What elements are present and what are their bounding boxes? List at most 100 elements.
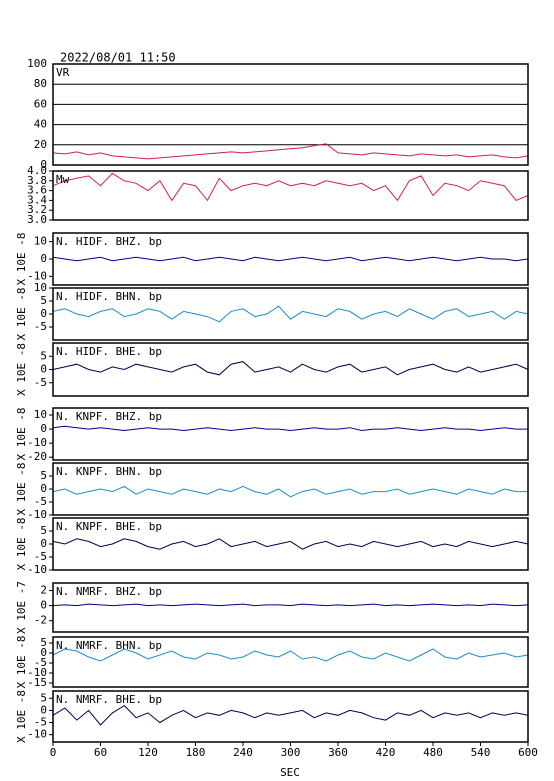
x-axis-label: SEC (280, 766, 300, 779)
series-line (52, 256, 529, 262)
y-tick-label: -5 (34, 716, 47, 729)
panel-frame (52, 287, 529, 341)
y-tick-label: 4.0 (27, 164, 47, 177)
y-tick-label: 0 (40, 252, 47, 265)
y-tick-label: 40 (34, 118, 47, 131)
panel-label: N. HIDF. BHN. bp (56, 290, 162, 303)
y-axis-label: X 10E -8 (15, 288, 28, 341)
y-tick-label: -15 (27, 676, 47, 689)
y-tick-label: -5 (34, 495, 47, 508)
x-tick-label: 300 (281, 746, 301, 759)
y-tick-label: 3.4 (27, 193, 47, 206)
series-line (52, 538, 529, 550)
series-line (52, 361, 529, 376)
x-tick-label: 480 (423, 746, 443, 759)
y-tick-label: -2 (34, 614, 47, 627)
panel-frame (52, 407, 529, 461)
y-tick-label: 80 (34, 77, 47, 90)
y-tick-label: 10 (34, 281, 47, 294)
panel-label: N. NMRF. BHN. bp (56, 639, 162, 652)
y-tick-label: -5 (34, 376, 47, 389)
y-tick-label: 3.8 (27, 174, 47, 187)
panel-label: N. KNPF. BHE. bp (56, 520, 162, 533)
x-tick-label: 420 (376, 746, 396, 759)
y-tick-label: 0 (40, 703, 47, 716)
panel-label: N. HIDF. BHE. bp (56, 345, 162, 358)
y-axis-label: X 10E -7 (15, 581, 28, 634)
y-tick-label: 3.0 (27, 213, 47, 226)
y-tick-label: -10 (27, 269, 47, 282)
y-tick-label: 0 (40, 363, 47, 376)
y-tick-label: -10 (27, 436, 47, 449)
series-line (52, 603, 529, 607)
panel-frame (52, 342, 529, 397)
y-axis-label: X 10E -8 (15, 463, 28, 516)
y-tick-label: -5 (34, 656, 47, 669)
y-axis-label: X 10E -8 (15, 690, 28, 743)
x-tick-label: 0 (50, 746, 57, 759)
x-tick-label: 360 (328, 746, 348, 759)
y-tick-label: 3.6 (27, 184, 47, 197)
y-axis-label: X 10E -8 (15, 408, 28, 461)
x-tick-label: 180 (186, 746, 206, 759)
y-tick-label: 5 (40, 691, 47, 704)
series-line (52, 648, 529, 662)
panel-frame (52, 232, 529, 286)
y-tick-label: 100 (27, 57, 47, 70)
y-tick-label: 0 (40, 599, 47, 612)
y-tick-label: -10 (27, 728, 47, 741)
panel-label: N. HIDF. BHZ. bp (56, 235, 162, 248)
y-tick-label: 2 (40, 584, 47, 597)
y-axis-label: X 10E -8 (15, 518, 28, 571)
series-line (52, 704, 529, 726)
chart-title: 2022/08/01 11:50 (60, 51, 176, 65)
y-tick-label: -5 (34, 320, 47, 333)
y-tick-label: 0 (40, 646, 47, 659)
y-axis-label: X 10E -8 (15, 343, 28, 396)
panel-frame (52, 462, 529, 516)
panel-frame (52, 170, 529, 221)
y-tick-label: -10 (27, 666, 47, 679)
y-tick-label: 10 (34, 408, 47, 421)
y-tick-label: 3.2 (27, 203, 47, 216)
panel-label: N. KNPF. BHZ. bp (56, 410, 162, 423)
y-tick-label: 5 (40, 469, 47, 482)
series-line (52, 425, 528, 432)
panel-label: N. NMRF. BHE. bp (56, 693, 162, 706)
series-line (52, 172, 529, 202)
panel-frame (52, 582, 529, 633)
panel-frame (52, 63, 529, 166)
y-tick-label: 0 (40, 158, 47, 171)
y-tick-label: 20 (34, 138, 47, 151)
series-line (52, 305, 529, 323)
y-tick-label: -20 (27, 450, 47, 463)
x-tick-label: 120 (138, 746, 158, 759)
y-tick-label: 0 (40, 307, 47, 320)
x-tick-label: 60 (94, 746, 107, 759)
panel-label: N. NMRF. BHZ. bp (56, 585, 162, 598)
y-tick-label: -10 (27, 508, 47, 521)
y-tick-label: 5 (40, 524, 47, 537)
x-tick-label: 240 (233, 746, 253, 759)
y-tick-label: -5 (34, 550, 47, 563)
panel-label: VR (56, 66, 70, 79)
y-tick-label: 0 (40, 482, 47, 495)
y-tick-label: 0 (40, 422, 47, 435)
x-tick-label: 540 (471, 746, 491, 759)
y-tick-label: 0 (40, 537, 47, 550)
series-line (52, 485, 528, 498)
y-tick-label: 5 (40, 294, 47, 307)
y-tick-label: 10 (34, 235, 47, 248)
panel-label: Mw (56, 173, 70, 186)
y-tick-label: 5 (40, 349, 47, 362)
panel-label: N. KNPF. BHN. bp (56, 465, 162, 478)
panel-frame (52, 517, 529, 571)
y-tick-label: 5 (40, 636, 47, 649)
y-axis-label: X 10E -8 (15, 636, 28, 689)
y-tick-label: 60 (34, 97, 47, 110)
y-tick-label: -10 (27, 563, 47, 576)
y-axis-label: X 10E -8 (15, 233, 28, 286)
panel-frame (52, 636, 529, 688)
x-tick-label: 600 (518, 746, 538, 759)
